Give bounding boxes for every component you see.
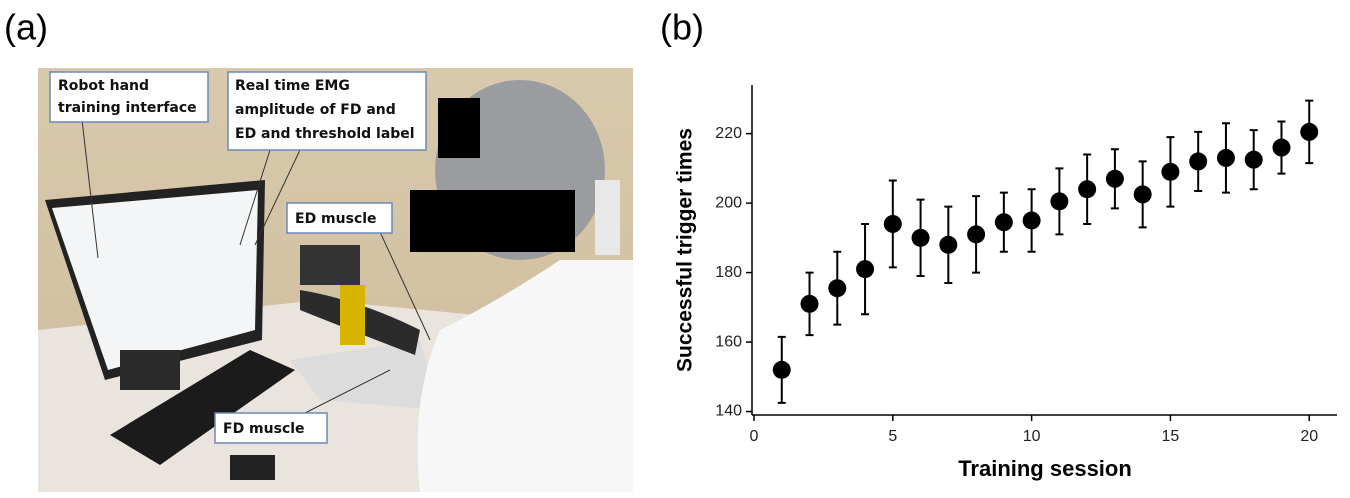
point [801,295,819,313]
annotation: training interface [58,100,197,116]
y-tick-label: 140 [715,403,742,420]
point [828,279,846,297]
annotation: Real time EMG [235,78,350,94]
point [1300,123,1318,141]
annotation: FD muscle [223,421,305,437]
x-tick-label: 15 [1162,428,1180,445]
point [1078,180,1096,198]
annotation: amplitude of FD and [235,102,396,118]
x-axis-label: Training session [958,456,1132,481]
panel-label: (a) [4,7,48,48]
point [1272,139,1290,157]
point [1106,170,1124,188]
chart: Training session Successful trigger time… [674,85,1337,481]
point [856,260,874,278]
point [939,236,957,254]
point [967,225,985,243]
y-tick-label: 220 [715,125,742,142]
point [912,229,930,247]
x-tick-label: 20 [1300,428,1318,445]
photo: Robot hand training interface Real time … [38,68,633,492]
point [884,215,902,233]
point [1189,152,1207,170]
point [1217,149,1235,167]
point [773,361,791,379]
y-tick-label: 180 [715,264,742,281]
y-tick-label: 200 [715,194,742,211]
point [1023,211,1041,229]
panel-label: (b) [660,7,704,48]
point [1134,185,1152,203]
y-axis-label: Successful trigger times [674,128,697,372]
annotation: ED and threshold label [235,126,415,142]
figure: (a) (b) Robot hand training interface [0,0,1350,493]
point [1050,192,1068,210]
point [1245,151,1263,169]
x-tick-label: 5 [888,428,897,445]
y-tick-label: 160 [715,333,742,350]
point [1161,163,1179,181]
x-tick-label: 10 [1023,428,1041,445]
point [995,213,1013,231]
annotation: ED muscle [295,211,377,227]
x-tick-label: 0 [750,428,759,445]
annotation: Robot hand [58,78,149,94]
